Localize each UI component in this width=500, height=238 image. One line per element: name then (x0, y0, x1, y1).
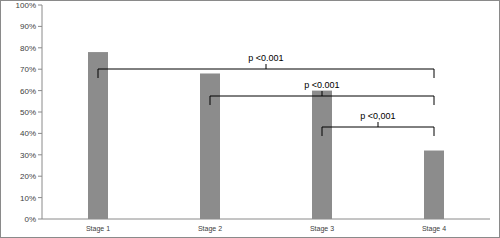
significance-bracket (98, 64, 434, 78)
x-tick-label: Stage 3 (310, 225, 334, 233)
x-axis (42, 219, 490, 220)
bar (200, 73, 220, 219)
y-tick (38, 197, 42, 198)
y-tick (38, 90, 42, 91)
y-tick (38, 69, 42, 70)
bars (88, 52, 444, 219)
y-tick-label: 100% (16, 1, 36, 10)
y-tick (38, 112, 42, 113)
annotation: p <0.001 (304, 80, 339, 90)
y-axis (42, 5, 43, 219)
y-tick (38, 5, 42, 6)
y-tick-label: 80% (20, 44, 36, 53)
y-tick-label: 90% (20, 22, 36, 31)
y-tick-label: 60% (20, 87, 36, 96)
y-tick-label: 70% (20, 65, 36, 74)
annotation: p <0,001 (360, 111, 395, 121)
chart: 0% 10% 20% 30% 40% 50% 60% 70% 80% 90% 100% Stage 1… (0, 0, 500, 238)
x-tick-label: Stage 4 (422, 225, 446, 233)
y-tick (38, 219, 42, 220)
y-tick (38, 133, 42, 134)
bar (424, 151, 444, 219)
y-tick (38, 47, 42, 48)
chart-container: 0% 10% 20% 30% 40% 50% 60% 70% 80% 90% 100% Stage 1… (0, 0, 500, 238)
x-tick-label: Stage 2 (198, 225, 222, 233)
y-tick-label: 40% (20, 129, 36, 138)
bar (312, 91, 332, 219)
y-tick (38, 26, 42, 27)
y-tick-label: 10% (20, 194, 36, 203)
significance-bracket (322, 122, 434, 136)
y-tick-label: 50% (20, 108, 36, 117)
y-tick-label: 30% (20, 151, 36, 160)
frame (1, 1, 500, 238)
y-tick-label: 20% (20, 172, 36, 181)
x-tick-label: Stage 1 (86, 225, 110, 233)
y-tick-label: 0% (24, 215, 36, 224)
y-tick (38, 176, 42, 177)
significance-bracket (210, 91, 434, 105)
annotation: p <0.001 (248, 53, 283, 63)
y-tick (38, 154, 42, 155)
